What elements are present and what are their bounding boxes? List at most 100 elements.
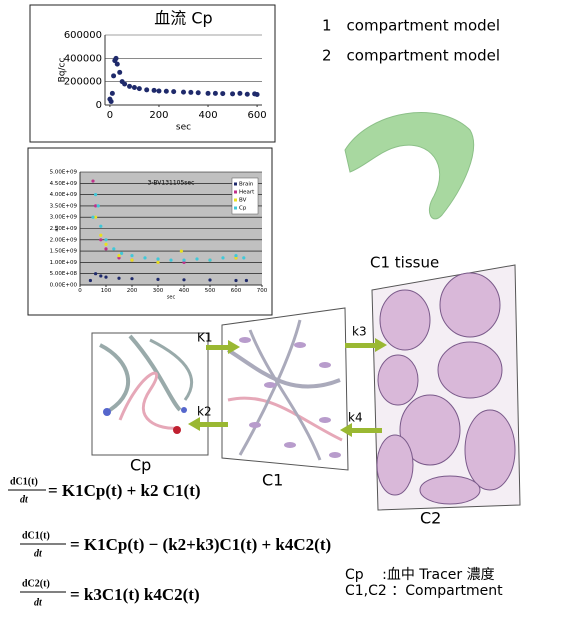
rhs: = K1Cp(t) − (k2+k3)C1(t) + k4C2(t) [70, 535, 331, 554]
point [136, 86, 142, 92]
point [130, 258, 134, 262]
point [182, 258, 186, 262]
point [182, 260, 186, 264]
point [127, 83, 133, 89]
vessel-end [173, 426, 181, 434]
point [237, 90, 243, 96]
point [234, 254, 238, 258]
point [114, 61, 120, 67]
point [220, 91, 226, 97]
compartment-label: Cp [130, 456, 151, 475]
point [91, 215, 95, 219]
legend-label: Brain [239, 182, 254, 188]
x-tick-label: 200 [149, 110, 168, 121]
denominator: dt [34, 597, 43, 608]
legend-swatch [234, 198, 237, 202]
point [212, 90, 218, 96]
y-tick-label: 2.00E+09 [50, 237, 78, 243]
point [181, 89, 186, 95]
rhs: = k3C1(t) k4C2(t) [70, 585, 200, 604]
point [104, 247, 108, 251]
y-tick-label: 1.50E+09 [50, 249, 78, 255]
rhs: = K1Cp(t) + k2 C1(t) [48, 481, 201, 500]
rate-label: k3 [352, 325, 367, 339]
legend-label: Cp [239, 206, 247, 212]
point [151, 87, 157, 93]
point [208, 278, 212, 282]
point [113, 55, 119, 61]
numerator: dC1(t) [10, 476, 38, 487]
x-tick-label: 300 [153, 288, 164, 294]
point [208, 258, 212, 262]
x-tick-label: 200 [127, 288, 138, 294]
note: C1,C2 ：Compartment [345, 583, 503, 599]
y-tick-label: 2.50E+09 [50, 226, 78, 232]
point [94, 193, 98, 197]
rate-label: k4 [348, 411, 363, 425]
y-axis-label: au [54, 225, 60, 231]
c1-cells [239, 337, 341, 458]
y-tick-label: 1.00E+09 [50, 260, 78, 266]
point [254, 92, 260, 97]
x-axis-label: sec [167, 295, 176, 301]
y-tick-label: 0.00E+00 [50, 283, 78, 289]
x-tick-label: 500 [205, 288, 216, 294]
vessel-end [181, 407, 187, 413]
x-tick-label: 100 [101, 288, 112, 294]
point [230, 91, 236, 97]
point [109, 90, 115, 96]
point [205, 90, 211, 96]
point [117, 276, 121, 280]
x-tick-label: 0 [78, 288, 82, 294]
point [104, 275, 108, 279]
legend-label: BV [239, 198, 247, 204]
point [94, 272, 98, 276]
point [156, 88, 162, 94]
equation: dC1(t) dt = K1Cp(t) + k2 C1(t) [8, 476, 201, 505]
point [130, 277, 134, 281]
y-axis-label: Bq/cc [58, 58, 68, 83]
point [195, 90, 201, 96]
brain-image [344, 112, 475, 220]
point [169, 258, 173, 262]
c2-cells [376, 272, 516, 505]
model-label: 2 compartment model [322, 47, 500, 65]
point [156, 260, 160, 264]
legend-label: Heart [239, 190, 255, 196]
equation: dC2(t) dt = k3C1(t) k4C2(t) [20, 578, 200, 608]
point [112, 247, 116, 251]
denominator: dt [34, 548, 43, 559]
point [130, 254, 134, 258]
x-axis-label: sec [176, 123, 191, 133]
equation: dC1(t) dt = K1Cp(t) − (k2+k3)C1(t) + k4C… [20, 530, 331, 559]
point [94, 204, 98, 208]
point [188, 89, 194, 95]
point [195, 257, 199, 261]
numerator: dC1(t) [22, 530, 50, 541]
x-tick-label: 700 [257, 288, 268, 294]
point [99, 274, 103, 278]
x-tick-label: 0 [107, 110, 113, 121]
point [96, 204, 100, 208]
y-tick-label: 600000 [64, 30, 102, 41]
point [143, 256, 147, 260]
point [244, 91, 250, 97]
point [144, 87, 150, 93]
point [99, 224, 103, 228]
note: Cp :血中 Tracer 濃度 [345, 567, 495, 583]
arrows [188, 338, 387, 437]
point [104, 242, 108, 246]
legend-swatch [234, 206, 237, 210]
denominator: dt [20, 494, 29, 505]
x-tick-label: 600 [248, 110, 267, 121]
point [179, 249, 183, 253]
legend-swatch [234, 190, 237, 194]
compartment-label: C2 [420, 509, 441, 528]
compartment-label: C1 [262, 471, 283, 490]
y-tick-label: 5.00E+08 [50, 271, 78, 277]
y-tick-label: 400000 [64, 53, 102, 64]
point [108, 99, 114, 104]
point [171, 89, 177, 95]
y-tick-label: 4.50E+09 [50, 181, 78, 187]
